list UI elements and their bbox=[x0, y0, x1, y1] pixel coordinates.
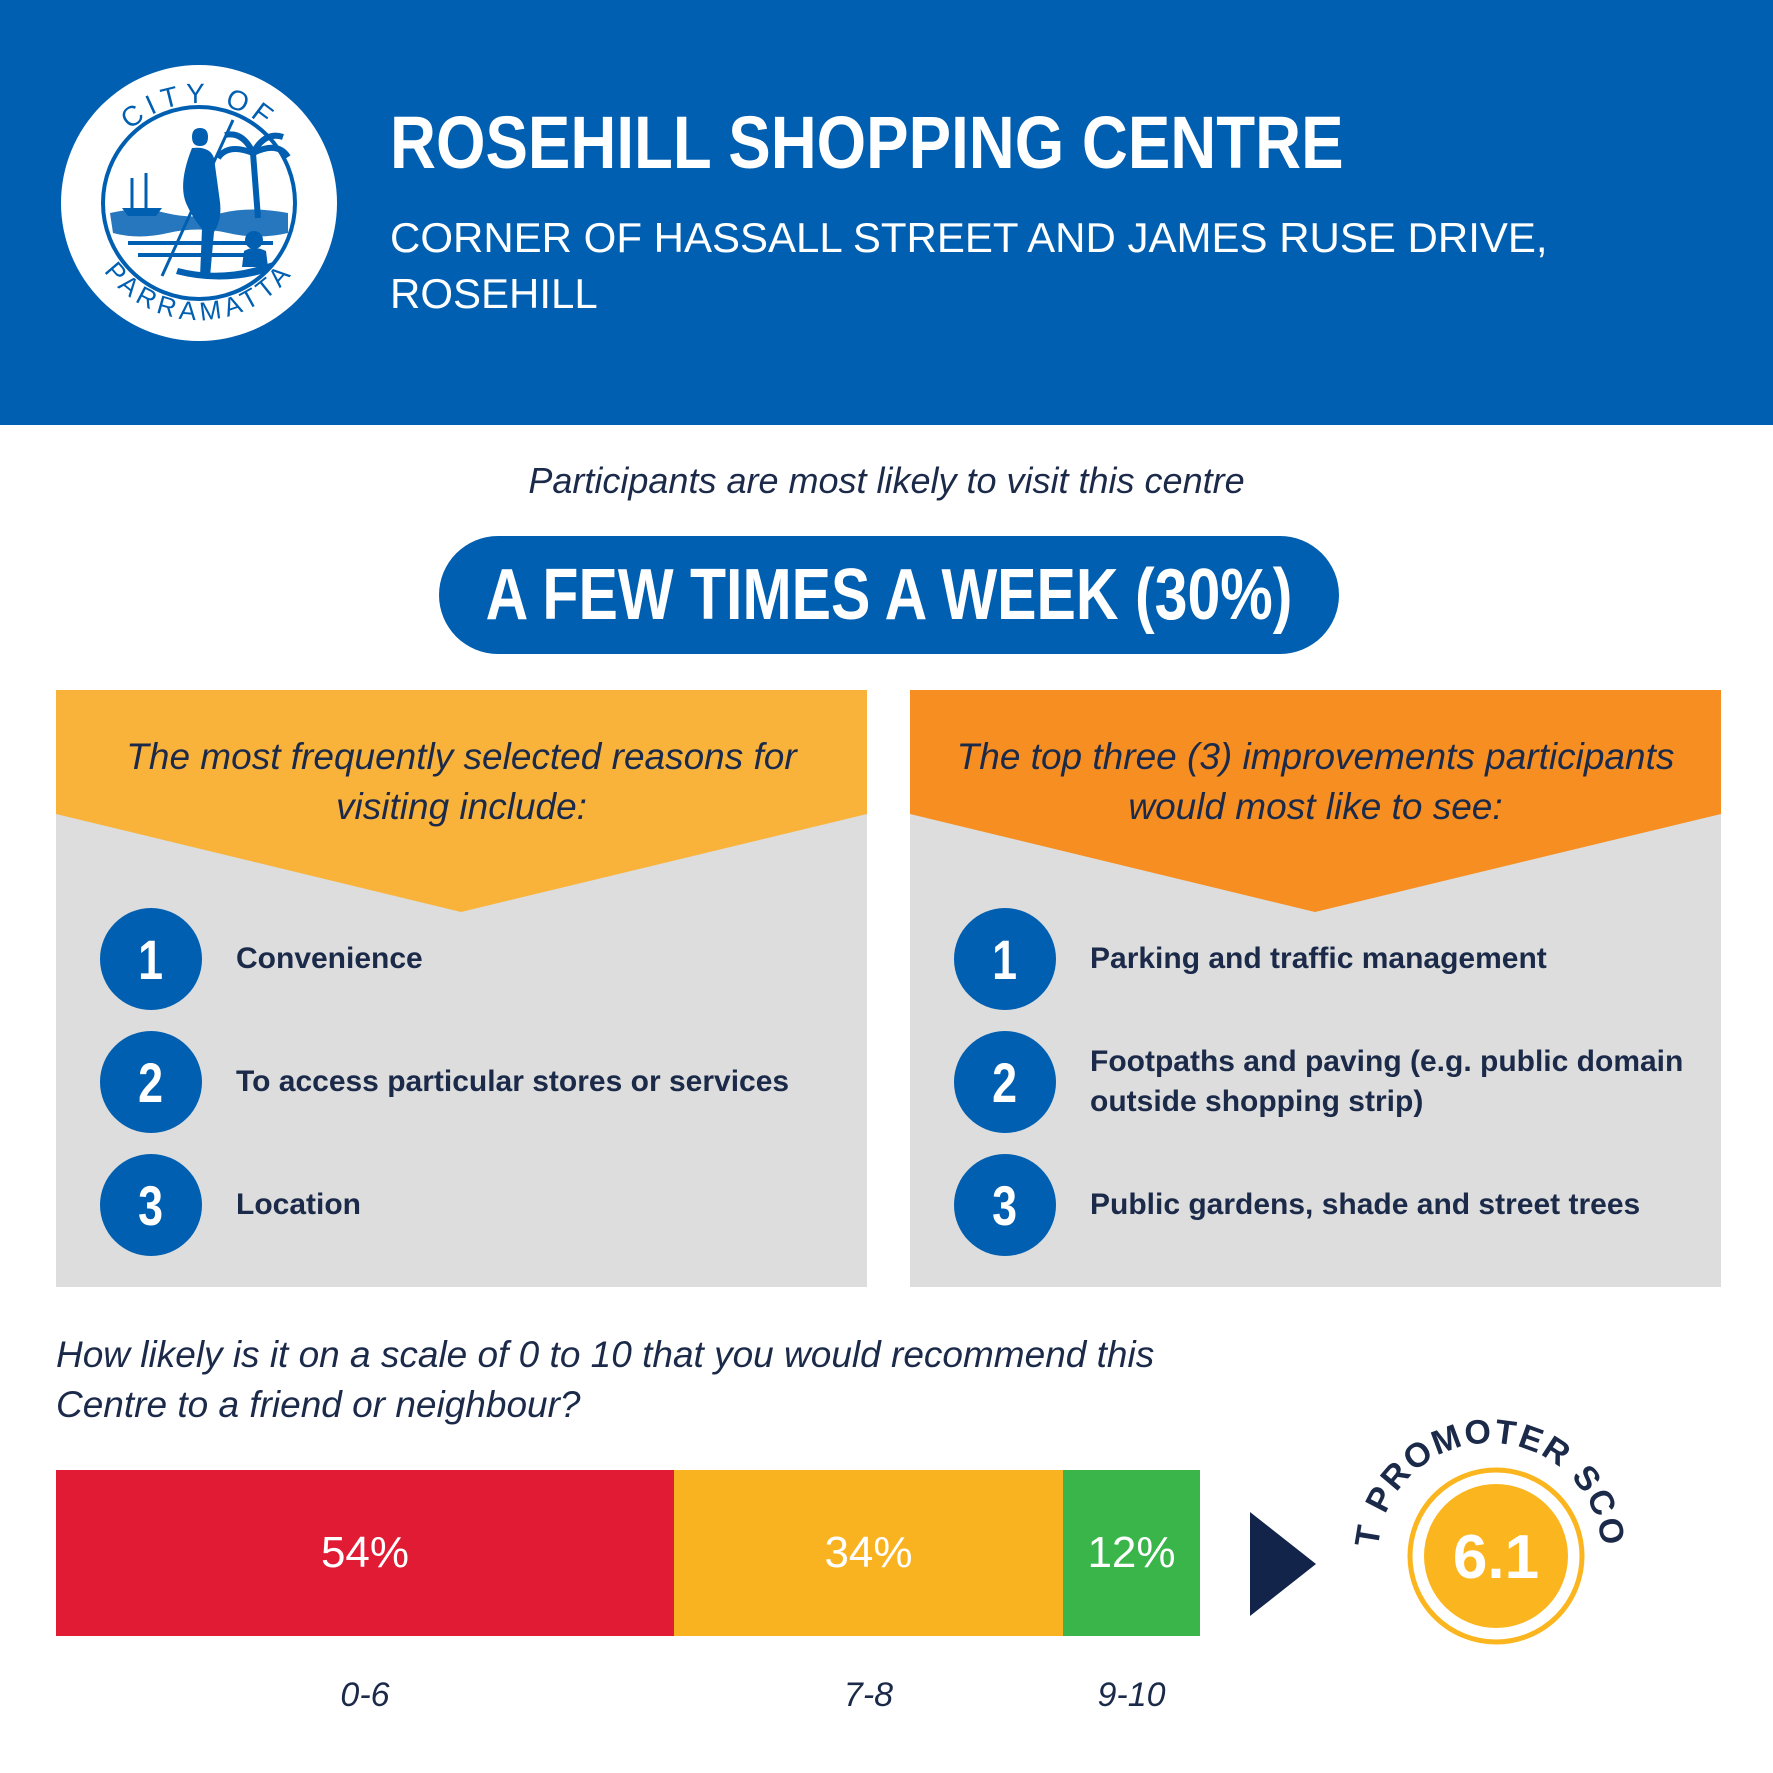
header-banner: CITY OF PARRAMATTA ROSEHILL SHOPPING CEN… bbox=[0, 0, 1773, 425]
improvement-item-3: 3 Public gardens, shade and street trees bbox=[954, 1154, 1694, 1256]
recommend-segment-value: 34% bbox=[824, 1528, 913, 1577]
reasons-panel: The most frequently selected reasons for… bbox=[56, 690, 867, 1287]
visit-frequency-text: A FEW TIMES A WEEK (30%) bbox=[485, 555, 1293, 635]
net-promoter-score-badge: NET PROMOTER SCORE 6.1 bbox=[1340, 1400, 1630, 1645]
reason-label-2: To access particular stores or services bbox=[236, 1065, 790, 1098]
improvement-label-2: Footpaths and paving (e.g. public domain… bbox=[1090, 1045, 1684, 1118]
improvement-item-1: 1 Parking and traffic management bbox=[954, 908, 1694, 1010]
recommend-segment-value: 54% bbox=[320, 1528, 410, 1577]
improvement-label-3: Public gardens, shade and street trees bbox=[1090, 1188, 1641, 1221]
centre-address: CORNER OF HASSALL STREET AND JAMES RUSE … bbox=[390, 214, 1548, 317]
reasons-heading: The most frequently selected reasons for… bbox=[126, 736, 797, 827]
recommend-segment-value: 12% bbox=[1087, 1528, 1176, 1577]
recommend-bar-segment-9-10: 12% bbox=[1063, 1470, 1200, 1636]
recommend-segment-range: 0-6 bbox=[340, 1676, 390, 1714]
reason-number-3: 3 bbox=[100, 1154, 202, 1256]
reason-label-1: Convenience bbox=[236, 942, 423, 975]
nps-value: 6.1 bbox=[1453, 1523, 1539, 1592]
city-of-parramatta-logo: CITY OF PARRAMATTA bbox=[61, 65, 337, 341]
improvement-number-3: 3 bbox=[954, 1154, 1056, 1256]
reason-item-2: 2 To access particular stores or service… bbox=[100, 1031, 840, 1133]
reason-number-2: 2 bbox=[100, 1031, 202, 1133]
improvement-number-2: 2 bbox=[954, 1031, 1056, 1133]
improvements-panel: The top three (3) improvements participa… bbox=[910, 690, 1721, 1287]
recommend-bar-segment-0-6: 54% bbox=[56, 1470, 674, 1636]
improvements-heading: The top three (3) improvements participa… bbox=[956, 736, 1675, 827]
recommend-segment-range: 9-10 bbox=[1097, 1676, 1166, 1714]
improvement-label-1: Parking and traffic management bbox=[1090, 942, 1547, 975]
visit-intro: Participants are most likely to visit th… bbox=[528, 460, 1245, 501]
page-title: ROSEHILL SHOPPING CENTRE bbox=[390, 101, 1344, 184]
arrow-right-icon bbox=[1250, 1512, 1316, 1616]
reason-item-3: 3 Location bbox=[100, 1154, 840, 1256]
improvement-item-2: 2 Footpaths and paving (e.g. public doma… bbox=[954, 1031, 1694, 1133]
reason-label-3: Location bbox=[236, 1188, 361, 1221]
recommend-question: How likely is it on a scale of 0 to 10 t… bbox=[56, 1334, 1155, 1425]
reason-item-1: 1 Convenience bbox=[100, 908, 840, 1010]
reason-number-1: 1 bbox=[100, 908, 202, 1010]
improvement-number-1: 1 bbox=[954, 908, 1056, 1010]
improvements-banner bbox=[910, 690, 1721, 912]
recommend-segment-range: 7-8 bbox=[843, 1676, 894, 1714]
reasons-banner bbox=[56, 690, 867, 912]
recommend-bar-segment-7-8: 34% bbox=[674, 1470, 1063, 1636]
visit-frequency-badge: A FEW TIMES A WEEK (30%) bbox=[439, 536, 1339, 654]
